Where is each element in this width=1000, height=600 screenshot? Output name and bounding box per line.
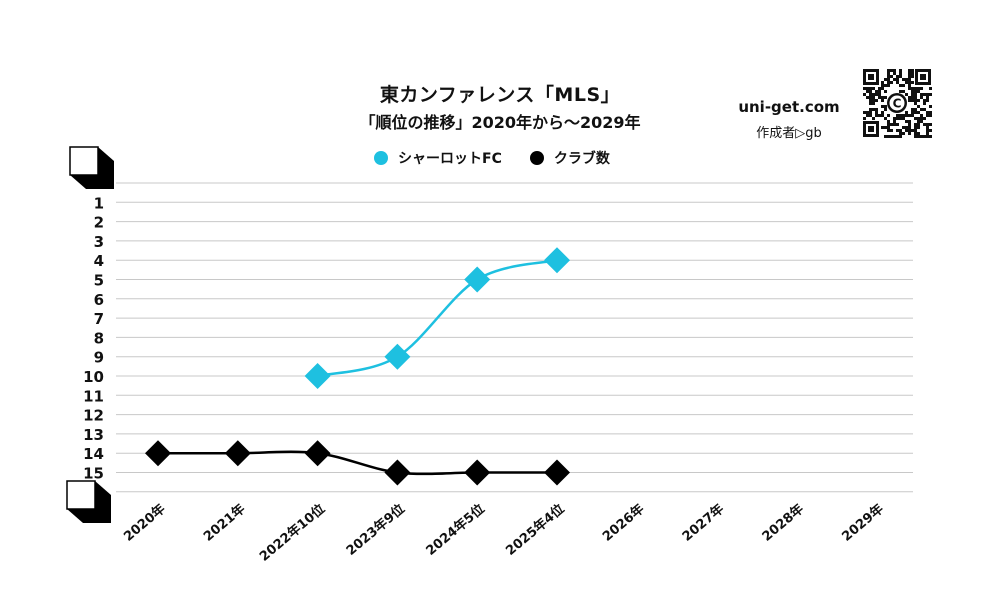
y-tick-label: 4 [94,252,104,270]
corner-top-face [69,146,99,176]
series-marker-0 [384,343,411,370]
x-tick-label: 2028年 [759,501,807,545]
x-axis-ticks: 2020年 2021年 2022年10位 2023年9位 2024年5位 2025年4位 2… [121,501,887,565]
legend-swatch-clubs [529,151,544,165]
x-tick-label: 2029年 [839,501,887,545]
y-tick-label: 7 [94,310,104,328]
series-markers [145,247,570,486]
x-tick-label: 2020年 [121,501,169,545]
y-tick-label: 1 [94,194,104,212]
qr-code-icon: C [862,68,932,138]
y-tick-label: 15 [83,465,104,483]
series-lines [158,258,558,476]
legend-label-clubs: クラブ数 [553,151,610,167]
author-credit: 作成者▷gb [756,126,822,141]
y-tick-label: 11 [83,387,104,405]
y-tick-label: 10 [83,368,104,386]
legend-swatch-charlotte [374,151,388,165]
legend-item-clubs: クラブ数 [529,148,610,168]
chart-legend: シャーロットFC クラブ数 [374,148,638,168]
site-name: uni-get.com [738,98,840,116]
x-tick-label: 2025年4位 [503,501,568,559]
svg-text:C: C [893,97,902,111]
x-tick-label: 2023年9位 [343,501,408,559]
y-tick-label: 8 [94,329,104,347]
chart-subtitle: 「順位の推移」2020年から～2029年 [359,113,641,132]
chart-title: 東カンファレンス「MLS」 [379,84,621,106]
axis-decoration [66,146,114,523]
x-tick-label: 2024年5位 [423,501,488,559]
y-tick-label: 12 [83,407,104,425]
y-tick-label: 5 [94,272,104,290]
x-tick-label: 2026年 [599,501,647,545]
series-marker-1 [544,459,570,486]
x-tick-label: 2027年 [679,501,727,545]
y-tick-label: 2 [94,214,104,232]
legend-label-charlotte: シャーロットFC [398,151,502,167]
series-marker-1 [464,459,491,486]
series-marker-0 [304,363,331,389]
x-tick-label: 2022年10位 [256,501,328,565]
y-tick-label: 6 [94,291,104,309]
series-marker-1 [304,440,331,467]
series-marker-1 [224,440,251,467]
y-tick-label: 9 [94,349,104,367]
legend-item-charlotte: シャーロットFC [374,148,502,168]
y-tick-label: 3 [94,233,104,251]
series-marker-1 [384,459,411,486]
corner-bottom-face [66,480,96,510]
series-line-1 [158,450,557,476]
x-tick-label: 2021年 [200,501,248,545]
series-marker-0 [544,247,570,274]
series-marker-1 [145,440,171,467]
y-tick-label: 14 [83,445,104,463]
series-line-0 [317,258,558,378]
y-tick-label: 13 [83,426,104,444]
series-marker-0 [464,266,491,293]
